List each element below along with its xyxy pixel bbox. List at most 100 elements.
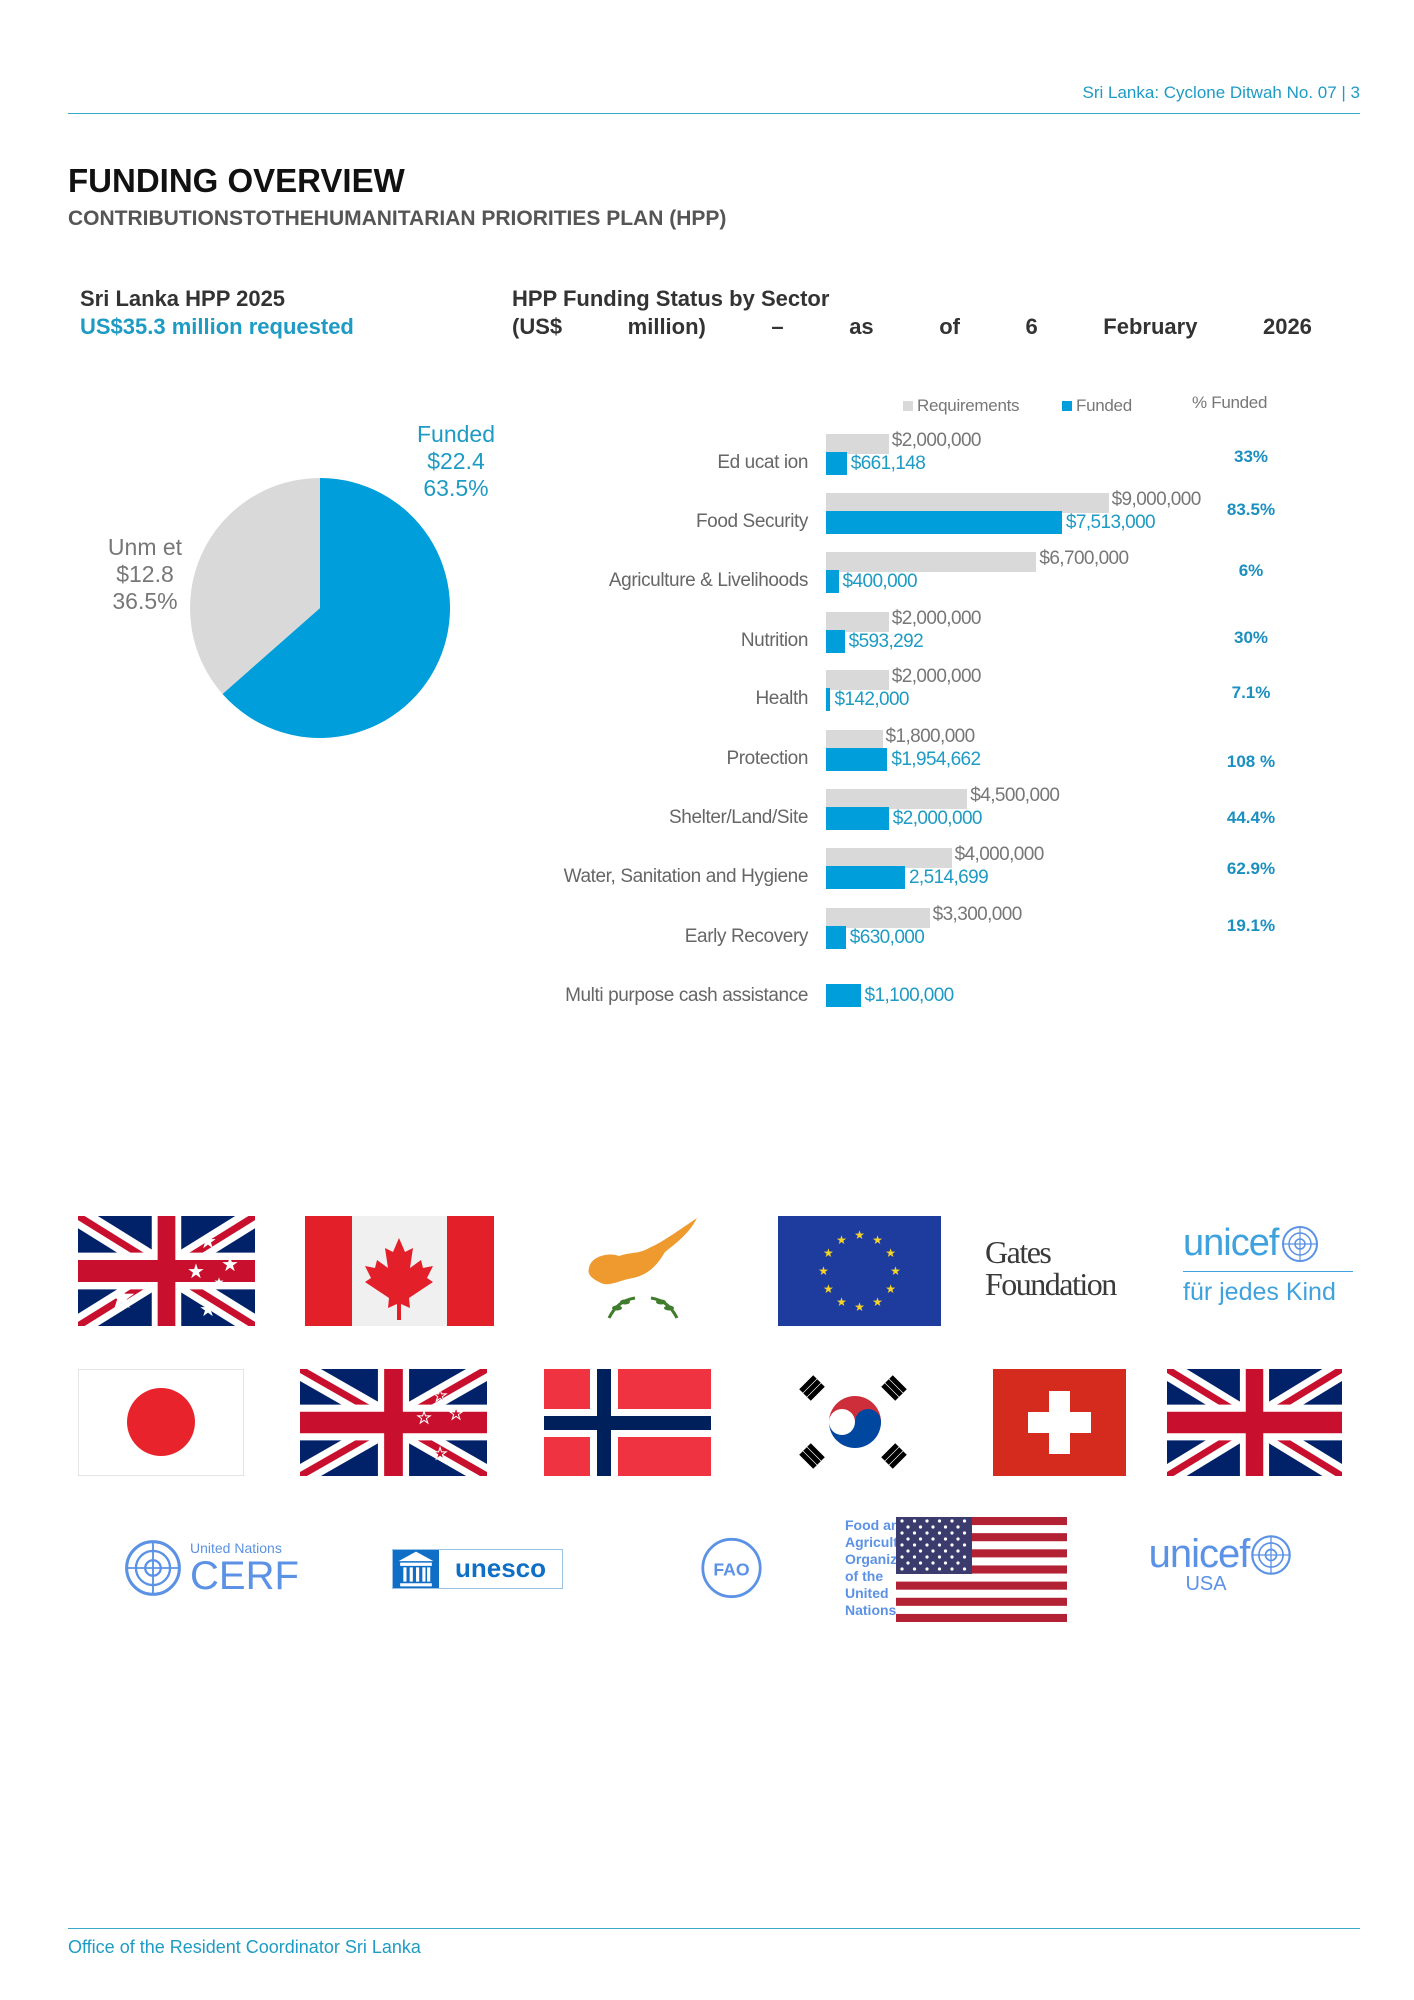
bar-requirements	[826, 552, 1037, 572]
label-requirements: $3,300,000	[932, 904, 1023, 925]
bar-funded	[826, 688, 831, 711]
header-divider	[68, 113, 1360, 114]
unicef-divider	[1183, 1271, 1353, 1272]
subtitle-word: –	[771, 314, 784, 339]
unesco-temple-icon	[393, 1550, 439, 1588]
svg-text:★: ★	[199, 1299, 217, 1321]
category-label: Protection	[726, 748, 808, 769]
eu-star-icon: ★	[823, 1246, 834, 1260]
un-emblem-icon	[122, 1537, 184, 1599]
logo-fao: FAO Food and Agriculture Organization of…	[624, 1517, 931, 1618]
pie-slice-unmet	[190, 478, 320, 694]
eu-star-icon: ★	[823, 1282, 834, 1296]
bar-funded	[826, 807, 889, 830]
svg-text:★: ★	[187, 1261, 205, 1283]
cerf-text: CERF	[190, 1554, 299, 1598]
bar-requirements	[826, 670, 889, 690]
bar-funded	[826, 570, 839, 593]
document-reference: Sri Lanka: Cyclone Ditwah No. 07 | 3	[1082, 83, 1361, 102]
pie-label-funded-percent: 63.5%	[423, 475, 489, 501]
label-requirements: $1,800,000	[885, 726, 976, 747]
flag-norway	[544, 1369, 711, 1476]
label-requirements: $2,000,000	[891, 608, 982, 629]
svg-text:★: ★	[417, 1410, 431, 1427]
pct-funded-label: 6%	[1238, 561, 1264, 580]
bar-requirements	[826, 730, 883, 750]
eu-star-icon: ★	[890, 1264, 901, 1278]
subtitle-word: 2026	[1262, 314, 1312, 339]
category-label: Ed ucat ion	[717, 452, 808, 473]
svg-text:FAO: FAO	[713, 1560, 749, 1580]
subtitle-word: million)	[627, 314, 706, 339]
label-funded: $7,513,000	[1065, 512, 1156, 533]
bar-requirements	[826, 908, 930, 928]
logo-unesco: unesco	[392, 1549, 563, 1589]
flag-switzerland	[993, 1369, 1126, 1476]
subtitle-word: of	[939, 314, 960, 339]
pie-label-unmet-value: $12.8	[116, 561, 174, 587]
page-subtitle: CONTRIBUTIONSTOTHEHUMANITARIAN PRIORITIE…	[68, 207, 727, 230]
subtitle-word: February	[1103, 314, 1198, 339]
pie-label-funded: Funded $22.4 63.5%	[396, 421, 516, 502]
legend-pct-header: % Funded	[1192, 393, 1268, 412]
bar-requirements	[826, 434, 889, 454]
bar-requirements	[826, 848, 952, 868]
pct-funded-label: 62.9%	[1226, 859, 1276, 878]
unicef-usa-wordmark: unicef	[1148, 1532, 1251, 1576]
flag-south-korea	[791, 1369, 919, 1476]
flag-european-union: ★ ★ ★ ★ ★ ★ ★ ★ ★ ★ ★ ★	[778, 1216, 941, 1326]
pct-funded-label: 44.4%	[1226, 808, 1276, 827]
logo-unicef-usa: unicef USA	[1131, 1532, 1311, 1612]
bar-funded	[826, 452, 847, 475]
logo-unicef-germany: unicef für jedes Kind	[1183, 1222, 1353, 1322]
pct-funded-label: 7.1%	[1231, 683, 1271, 702]
flag-united-kingdom	[1167, 1369, 1342, 1476]
unicef-wordmark: unicef	[1183, 1222, 1279, 1264]
category-label: Water, Sanitation and Hygiene	[563, 866, 809, 887]
pct-funded-label: 19.1%	[1226, 916, 1276, 935]
page-title: FUNDING OVERVIEW	[68, 162, 405, 199]
label-funded: $661,148	[850, 453, 926, 474]
unicef-usa-globe-icon	[1249, 1533, 1293, 1577]
subtitle-word: 6	[1025, 314, 1038, 339]
eu-star-icon: ★	[872, 1295, 883, 1309]
category-label: Health	[755, 688, 808, 709]
unicef-tagline: für jedes Kind	[1183, 1278, 1336, 1306]
pie-chart	[190, 478, 451, 738]
svg-text:★: ★	[433, 1446, 447, 1463]
legend-label-requirements: Requirements	[917, 396, 1020, 415]
label-requirements: $4,500,000	[970, 785, 1060, 806]
cerf-top-text: United Nations	[190, 1540, 282, 1556]
unicef-usa-text: USA	[1185, 1573, 1227, 1595]
svg-text:★: ★	[214, 1275, 225, 1289]
pie-label-funded-name: Funded	[416, 421, 495, 447]
label-funded: 2,514,699	[908, 867, 989, 888]
pie-label-unmet: Unm et $12.8 36.5%	[85, 534, 205, 615]
svg-text:★: ★	[433, 1388, 447, 1405]
logo-gates-foundation: Gates Foundation	[985, 1236, 1157, 1316]
category-label: Agriculture & Livelihoods	[608, 570, 809, 591]
legend-swatch-funded	[1062, 401, 1072, 411]
legend-label-funded: Funded	[1076, 396, 1132, 415]
label-funded: $2,000,000	[892, 808, 983, 829]
unesco-text: unesco	[454, 1553, 547, 1583]
bar-funded	[826, 511, 1062, 534]
label-requirements: $9,000,000	[1111, 489, 1202, 510]
pct-funded-label: 83.5%	[1226, 500, 1276, 519]
legend-funded: Funded	[1062, 396, 1132, 416]
svg-text:★: ★	[449, 1406, 463, 1423]
bar-panel-subtitle: (US$ million) – as of 6 February 2026	[512, 314, 1312, 340]
pct-funded-label: 33%	[1233, 447, 1269, 466]
category-label: Multi purpose cash assistance	[565, 985, 808, 1006]
flag-canada	[305, 1216, 494, 1326]
bar-funded	[826, 748, 888, 771]
category-label: Early Recovery	[684, 926, 809, 947]
unicef-globe-icon	[1280, 1224, 1320, 1264]
label-funded: $142,000	[834, 689, 909, 710]
pie-panel-requested: US$35.3 million requested	[80, 314, 354, 339]
svg-text:★: ★	[108, 1279, 137, 1315]
flag-japan	[78, 1369, 244, 1476]
subtitle-word: as	[849, 314, 874, 339]
label-requirements: $2,000,000	[891, 430, 982, 451]
pie-panel-title: Sri Lanka HPP 2025	[80, 286, 286, 311]
